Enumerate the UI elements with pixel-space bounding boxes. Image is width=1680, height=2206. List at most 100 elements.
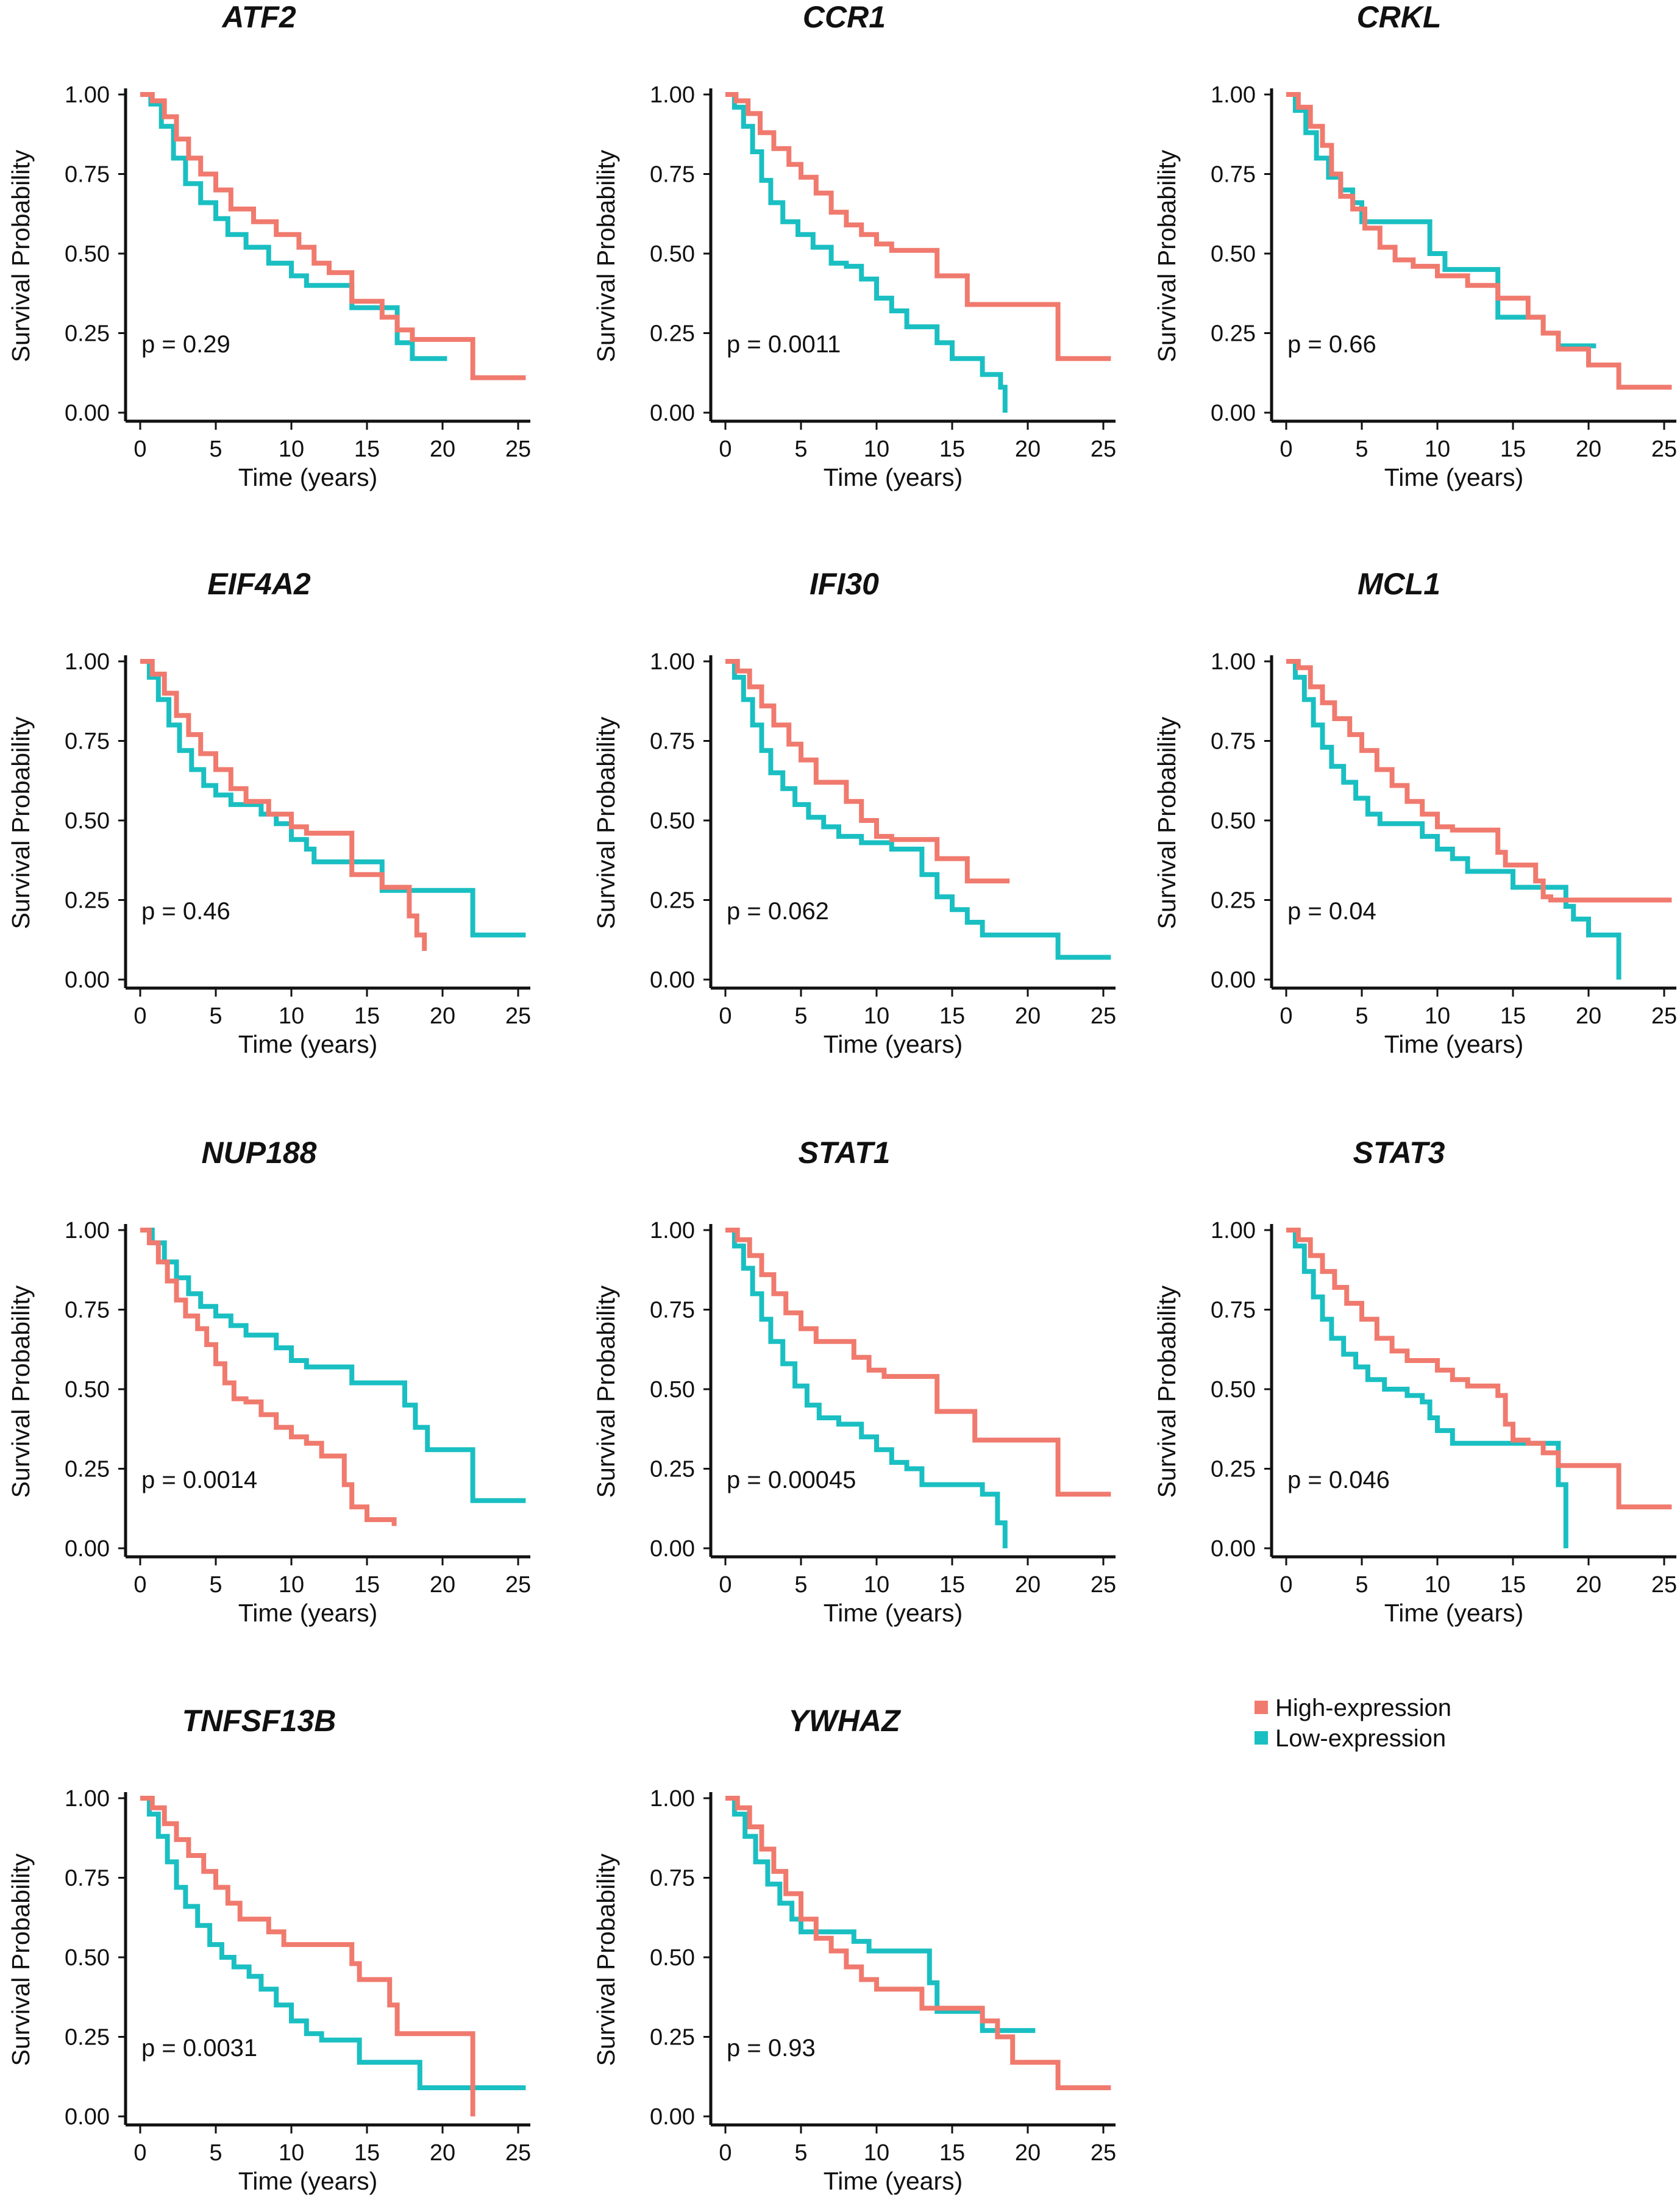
y-tick-label: 0.00	[65, 967, 110, 993]
x-tick-label: 20	[430, 436, 455, 462]
km-panel-stat1: STAT1 0.00 0.25 0.50 0.75 1.00 0 5 10 15 20 25 Time …	[592, 1136, 1116, 1627]
y-tick-label: 0.75	[65, 1298, 110, 1323]
y-tick-label: 0.50	[65, 1377, 110, 1403]
y-tick-label: 0.50	[65, 1945, 110, 1971]
x-tick-label: 15	[939, 2140, 965, 2166]
km-curve-high	[1286, 659, 1672, 903]
x-tick-label: 25	[1091, 436, 1116, 462]
y-tick-label: 0.00	[65, 400, 110, 426]
y-tick-label: 0.75	[1211, 1298, 1256, 1323]
x-tick-label: 15	[1500, 1003, 1526, 1029]
x-tick-label: 0	[719, 2140, 731, 2166]
x-tick-label: 5	[794, 1003, 807, 1029]
x-tick-label: 20	[1015, 2140, 1041, 2166]
x-tick-label: 10	[1425, 1003, 1450, 1029]
x-tick-label: 20	[1015, 1003, 1041, 1029]
x-tick-label: 0	[719, 436, 731, 462]
y-tick-label: 0.00	[650, 2104, 695, 2130]
x-tick-label: 10	[1425, 1572, 1450, 1598]
y-tick-label: 0.00	[650, 400, 695, 426]
p-value: p = 0.062	[727, 898, 829, 925]
x-tick-label: 0	[1280, 1003, 1292, 1029]
y-tick-label: 0.50	[650, 1945, 695, 1971]
x-tick-label: 25	[505, 1572, 531, 1598]
y-tick-label: 0.75	[65, 1866, 110, 1891]
y-axis-label: Survival Probability	[7, 1853, 35, 2066]
panel-title: EIF4A2	[207, 567, 311, 601]
km-curve-low	[140, 1228, 526, 1503]
y-tick-label: 0.50	[650, 241, 695, 267]
y-tick-label: 0.25	[650, 1457, 695, 1482]
km-panel-stat3: STAT3 0.00 0.25 0.50 0.75 1.00 0 5 10 15 20 25 Time …	[1153, 1136, 1677, 1627]
p-value: p = 0.0014	[141, 1467, 257, 1493]
x-tick-label: 10	[279, 2140, 304, 2166]
y-axis-label: Survival Probability	[592, 1285, 620, 1498]
x-tick-label: 10	[864, 1572, 889, 1598]
x-tick-label: 5	[794, 436, 807, 462]
p-value: p = 0.04	[1287, 898, 1376, 925]
p-value: p = 0.46	[141, 898, 230, 925]
x-tick-label: 10	[864, 436, 889, 462]
km-curve-low	[140, 659, 526, 938]
legend-label-high: High-expression	[1275, 1695, 1451, 1721]
y-axis-label: Survival Probability	[592, 149, 620, 362]
panel-title: MCL1	[1358, 567, 1440, 601]
x-tick-label: 10	[864, 1003, 889, 1029]
x-tick-label: 0	[719, 1572, 731, 1598]
x-tick-label: 15	[939, 1572, 965, 1598]
x-tick-label: 15	[354, 436, 380, 462]
y-tick-label: 0.25	[650, 2025, 695, 2051]
y-axis-label: Survival Probability	[592, 1853, 620, 2066]
km-curve-high	[725, 92, 1111, 361]
x-tick-label: 0	[1280, 436, 1292, 462]
y-tick-label: 0.25	[1211, 1457, 1256, 1482]
x-tick-label: 20	[1015, 436, 1041, 462]
x-tick-label: 20	[1576, 1572, 1601, 1598]
y-tick-label: 0.50	[650, 1377, 695, 1403]
x-tick-label: 5	[794, 2140, 807, 2166]
x-tick-label: 25	[1651, 436, 1677, 462]
y-tick-label: 1.00	[1211, 82, 1256, 108]
y-tick-label: 0.50	[1211, 1377, 1256, 1403]
x-tick-label: 20	[1015, 1572, 1041, 1598]
km-curve-high	[1286, 1228, 1672, 1510]
p-value: p = 0.93	[727, 2035, 816, 2062]
x-axis-label: Time (years)	[824, 463, 963, 491]
y-tick-label: 0.00	[1211, 967, 1256, 993]
x-tick-label: 0	[1280, 1572, 1292, 1598]
x-axis-label: Time (years)	[238, 1599, 378, 1627]
panel-title: STAT3	[1353, 1136, 1445, 1170]
km-curve-low	[1286, 92, 1596, 349]
x-axis-label: Time (years)	[824, 1599, 963, 1627]
panel-title: CRKL	[1357, 0, 1442, 34]
x-tick-label: 20	[1576, 436, 1601, 462]
x-tick-label: 20	[1576, 1003, 1601, 1029]
p-value: p = 0.0011	[727, 331, 841, 358]
y-tick-label: 0.50	[65, 808, 110, 834]
p-value: p = 0.66	[1287, 331, 1376, 358]
y-tick-label: 0.25	[65, 888, 110, 914]
y-tick-label: 0.25	[65, 321, 110, 347]
x-tick-label: 25	[1091, 2140, 1116, 2166]
km-panel-crkl: CRKL 0.00 0.25 0.50 0.75 1.00 0 5 10 15 20 25 Time (…	[1153, 0, 1677, 491]
km-curve-low	[140, 1796, 526, 2090]
y-tick-label: 0.25	[1211, 888, 1256, 914]
legend-swatch-low	[1255, 1731, 1268, 1745]
km-panel-mcl1: MCL1 0.00 0.25 0.50 0.75 1.00 0 5 10 15 20 25 Time (…	[1153, 567, 1677, 1058]
y-tick-label: 1.00	[650, 649, 695, 675]
y-tick-label: 1.00	[650, 1786, 695, 1812]
x-tick-label: 15	[939, 436, 965, 462]
x-tick-label: 5	[1355, 436, 1368, 462]
plots-grid: ATF2 0.00 0.25 0.50 0.75 1.00 0 5 10 15 20 25 Time (…	[7, 0, 1677, 2195]
x-axis-label: Time (years)	[1384, 1030, 1524, 1058]
y-tick-label: 1.00	[65, 1786, 110, 1812]
y-tick-label: 0.75	[650, 162, 695, 188]
x-tick-label: 5	[1355, 1003, 1368, 1029]
y-tick-label: 0.25	[650, 321, 695, 347]
x-tick-label: 5	[209, 2140, 222, 2166]
panel-title: YWHAZ	[788, 1704, 902, 1738]
x-tick-label: 5	[209, 1572, 222, 1598]
x-tick-label: 0	[133, 1572, 146, 1598]
x-axis-label: Time (years)	[238, 463, 378, 491]
y-tick-label: 0.00	[65, 2104, 110, 2130]
